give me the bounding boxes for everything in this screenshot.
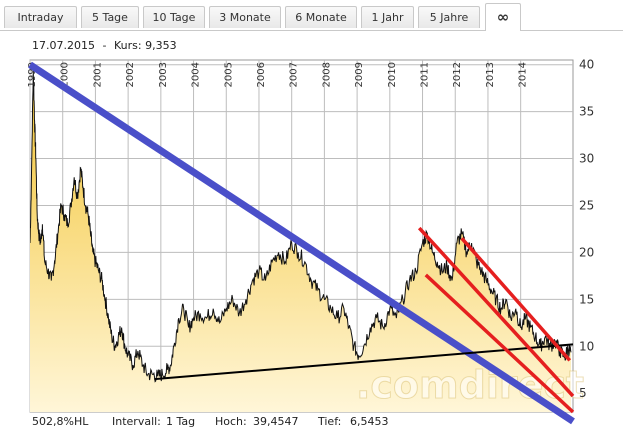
- x-tick-label-1: 2000: [60, 62, 71, 87]
- trendline-blue-0: [28, 61, 575, 425]
- x-tick-label-3: 2002: [125, 62, 136, 87]
- timeframe-tabs: Intraday 5 Tage 10 Tage 3 Monate 6 Monate 1 J…: [0, 0, 623, 31]
- y-tick-label-4: 25: [579, 198, 594, 212]
- y-tick-label-2: 15: [579, 292, 594, 306]
- x-tick-label-14: 2013: [485, 62, 496, 87]
- grid-lines: [29, 60, 573, 412]
- tab-5[interactable]: 1 Jahr: [361, 6, 414, 28]
- trendline-red-3: [424, 273, 575, 414]
- y-tick-label-1: 10: [579, 339, 594, 353]
- x-tick-label-8: 2007: [289, 62, 300, 87]
- x-tick-label-2: 2001: [92, 62, 103, 87]
- x-tick-label-5: 2004: [191, 62, 202, 87]
- x-tick-label-11: 2010: [387, 62, 398, 87]
- y-tick-label-0: 5: [579, 386, 587, 400]
- footer-interval-value: 1 Tag: [166, 415, 196, 428]
- trendline-black-1: [154, 343, 574, 381]
- tab-1[interactable]: 5 Tage: [81, 6, 139, 28]
- info-date: 17.07.2015: [32, 39, 95, 52]
- tab-7[interactable]: ∞: [485, 3, 521, 31]
- trendline-red-2: [417, 226, 575, 398]
- x-tick-label-0: 1999: [27, 62, 38, 87]
- footer-low-value: 6,5453: [350, 415, 389, 428]
- x-tick-label-6: 2005: [223, 62, 234, 87]
- footer-low-label: Tief:: [318, 415, 342, 428]
- y-tick-label-3: 20: [579, 245, 594, 259]
- tab-6[interactable]: 5 Jahre: [418, 6, 480, 28]
- x-tick-label-4: 2003: [158, 62, 169, 87]
- x-tick-label-15: 2014: [518, 62, 529, 87]
- x-tick-label-7: 2006: [256, 62, 267, 87]
- tab-3[interactable]: 3 Monate: [209, 6, 281, 28]
- tab-0[interactable]: Intraday: [4, 6, 77, 28]
- footer-high-value: 39,4547: [253, 415, 299, 428]
- footer-interval-label: Intervall:: [112, 415, 161, 428]
- x-tick-label-13: 2012: [452, 62, 463, 87]
- y-tick-label-6: 35: [579, 105, 594, 119]
- info-separator: -: [102, 39, 107, 52]
- y-tick-label-5: 30: [579, 152, 594, 166]
- x-tick-label-9: 2008: [321, 62, 332, 87]
- chart-footer: 502,8%HL Intervall: 1 Tag Hoch: 39,4547 …: [0, 413, 623, 437]
- price-info: 17.07.2015 - Kurs: 9,353: [32, 39, 177, 52]
- price-area: [30, 69, 571, 412]
- x-tick-label-12: 2011: [420, 62, 431, 87]
- price-line: [30, 69, 572, 383]
- tab-4[interactable]: 6 Monate: [285, 6, 357, 28]
- y-tick-label-7: 40: [579, 58, 594, 72]
- trendline-red-4: [460, 237, 572, 362]
- info-price-value: 9,353: [145, 39, 177, 52]
- footer-high-label: Hoch:: [215, 415, 247, 428]
- tab-2[interactable]: 10 Tage: [143, 6, 205, 28]
- x-axis-labels: 1999 2000 2001 2002 2003 2004 2005 2006 2007 2008…: [27, 62, 529, 87]
- plot-frame: [29, 59, 574, 413]
- info-price-label: Kurs:: [113, 39, 142, 52]
- x-tick-label-10: 2009: [354, 62, 365, 87]
- y-axis-labels: 5 10 15 20 25 30 35 40: [579, 58, 594, 401]
- footer-change: 502,8%HL: [32, 415, 89, 428]
- watermark: .comdirect: [356, 363, 584, 407]
